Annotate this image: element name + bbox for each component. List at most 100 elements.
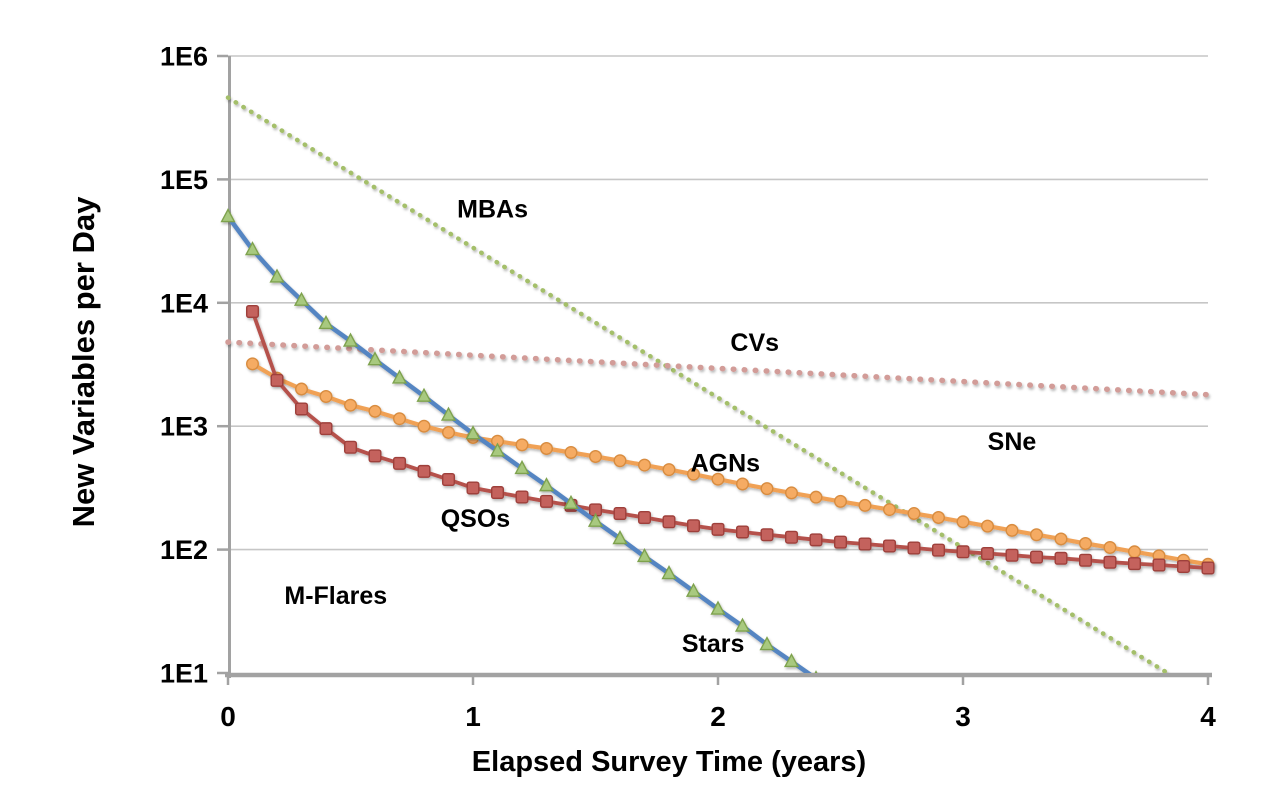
x-axis-title: Elapsed Survey Time (years) — [471, 746, 867, 778]
series-marker-qsos-12 — [540, 494, 554, 508]
series-marker-stars-5 — [342, 332, 359, 347]
series-marker-agns-11 — [515, 438, 529, 452]
series-marker-agns-23 — [809, 490, 823, 504]
series-marker-qsos-35 — [1103, 555, 1117, 569]
series-marker-agns-19 — [711, 472, 725, 486]
series-marker-stars-24 — [814, 670, 818, 673]
series-label-sne: SNe — [988, 428, 1037, 456]
series-marker-qsos-31 — [1005, 548, 1019, 562]
series-marker-stars-9 — [440, 406, 457, 421]
series-label-qsos: QSOs — [441, 505, 510, 533]
series-marker-stars-11 — [489, 442, 506, 457]
series-marker-agns-2 — [295, 382, 309, 396]
series-marker-qsos-9 — [466, 481, 480, 495]
y-tick-label-1E5: 1E5 — [160, 165, 208, 195]
series-group-cvs — [225, 339, 1211, 398]
series-marker-qsos-30 — [981, 546, 995, 560]
series-marker-agns-34 — [1078, 537, 1092, 551]
x-tick-label-4: 4 — [1200, 701, 1216, 732]
series-marker-agns-4 — [344, 398, 358, 412]
series-marker-qsos-10 — [491, 486, 505, 500]
series-marker-qsos-6 — [393, 456, 407, 470]
series-marker-qsos-8 — [442, 472, 456, 486]
series-marker-stars-12 — [514, 459, 530, 475]
series-marker-agns-35 — [1103, 540, 1117, 554]
series-marker-qsos-26 — [883, 539, 897, 553]
series-marker-stars-10 — [465, 425, 481, 440]
series-marker-agns-21 — [760, 482, 774, 496]
series-marker-stars-21 — [734, 617, 751, 632]
series-marker-agns-24 — [834, 494, 848, 508]
series-marker-qsos-21 — [760, 528, 774, 542]
series-marker-qsos-1 — [270, 373, 284, 387]
series-marker-agns-33 — [1054, 532, 1068, 546]
series-marker-stars-7 — [391, 369, 408, 384]
series-marker-stars-22 — [759, 636, 775, 651]
series-marker-qsos-32 — [1029, 550, 1043, 564]
series-marker-stars-18 — [661, 565, 677, 580]
series-marker-stars-16 — [612, 530, 628, 545]
series-marker-agns-13 — [564, 446, 578, 460]
series-group-qsos — [245, 305, 1215, 575]
series-marker-agns-5 — [368, 404, 382, 418]
y-tick-label-1E4: 1E4 — [160, 288, 208, 318]
series-marker-agns-28 — [932, 511, 946, 525]
y-tick-label-1E1: 1E1 — [160, 659, 208, 689]
series-marker-qsos-15 — [613, 507, 627, 521]
y-tick-label-1E3: 1E3 — [160, 412, 208, 442]
series-marker-qsos-39 — [1201, 561, 1215, 575]
series-marker-agns-32 — [1029, 528, 1043, 542]
series-marker-agns-29 — [956, 515, 970, 529]
series-marker-agns-20 — [736, 477, 750, 491]
y-axis-title: New Variables per Day — [66, 196, 101, 528]
x-tick-label-3: 3 — [955, 701, 971, 732]
series-marker-stars-8 — [416, 387, 432, 402]
series-marker-agns-6 — [393, 412, 407, 426]
series-label-agns: AGNs — [691, 449, 760, 477]
series-marker-qsos-2 — [295, 402, 309, 416]
series-label-mbas: MBAs — [457, 196, 528, 224]
series-group-stars — [220, 208, 818, 673]
y-tick-label-1E6: 1E6 — [160, 42, 208, 72]
series-marker-qsos-23 — [809, 533, 823, 547]
series-marker-stars-20 — [710, 600, 726, 615]
series-marker-qsos-0 — [245, 305, 259, 319]
series-marker-qsos-7 — [417, 464, 431, 478]
series-marker-agns-15 — [613, 454, 627, 468]
axes — [217, 54, 1212, 685]
series-marker-stars-19 — [685, 582, 702, 597]
series-label-cvs: CVs — [730, 329, 779, 357]
series-line-mbas — [225, 95, 1172, 673]
series-marker-stars-0 — [220, 208, 236, 223]
series-marker-agns-30 — [981, 519, 995, 533]
series-marker-agns-31 — [1005, 523, 1019, 537]
series-label-stars: Stars — [682, 630, 745, 658]
series-marker-agns-27 — [907, 507, 921, 521]
series-marker-stars-3 — [293, 291, 310, 306]
series-marker-stars-4 — [318, 314, 334, 330]
series-marker-stars-15 — [587, 512, 604, 527]
series-group-mbas — [225, 95, 1172, 673]
series-marker-stars-6 — [367, 351, 383, 366]
series-line-agns — [250, 361, 1211, 567]
series-marker-agns-22 — [785, 486, 799, 500]
series-marker-stars-13 — [538, 477, 555, 492]
series-marker-qsos-36 — [1127, 557, 1141, 571]
series-marker-stars-14 — [563, 494, 579, 510]
series-marker-agns-36 — [1127, 545, 1141, 559]
x-tick-label-0: 0 — [220, 701, 236, 732]
series-marker-qsos-33 — [1054, 551, 1068, 565]
series-marker-qsos-20 — [736, 525, 750, 539]
series-marker-qsos-29 — [956, 545, 970, 559]
series-marker-qsos-38 — [1176, 559, 1190, 573]
series-marker-agns-25 — [858, 498, 872, 512]
series-marker-agns-14 — [589, 450, 603, 464]
series-marker-qsos-5 — [368, 449, 382, 463]
series-marker-agns-0 — [245, 357, 259, 371]
series-marker-qsos-22 — [785, 530, 799, 544]
series-layer — [220, 95, 1215, 673]
series-marker-qsos-34 — [1078, 553, 1092, 567]
series-marker-stars-17 — [636, 547, 653, 563]
